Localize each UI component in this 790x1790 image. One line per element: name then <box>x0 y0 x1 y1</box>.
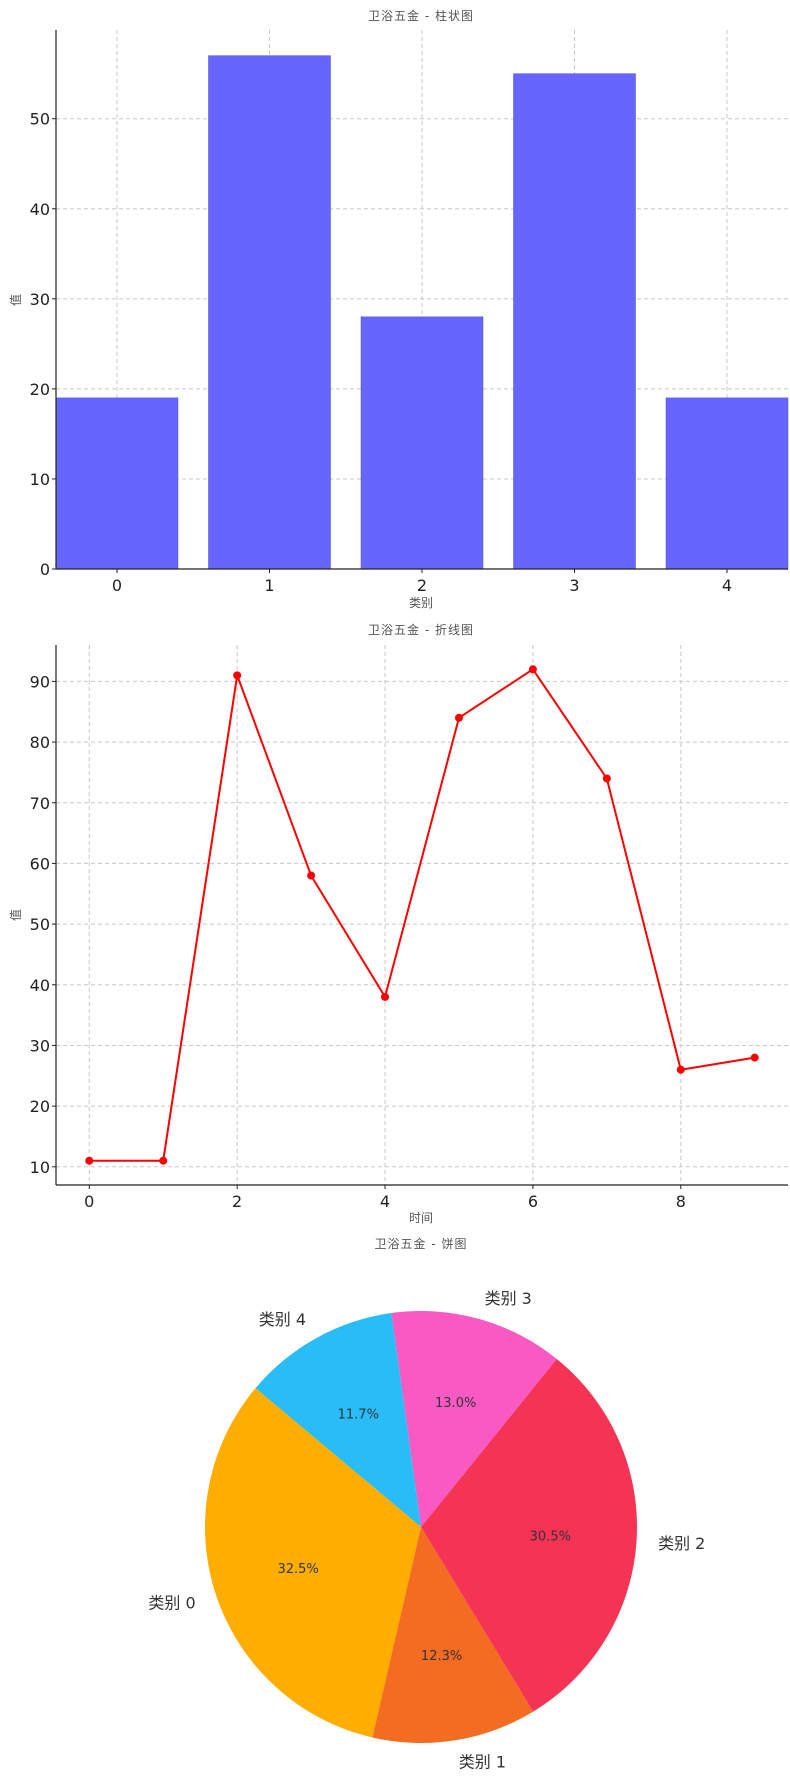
pie-chart-slices <box>205 1311 637 1743</box>
line-ytick-label: 90 <box>30 672 50 691</box>
line-chart-axes <box>55 645 788 1186</box>
line-ytick-label: 30 <box>30 1036 50 1055</box>
bar <box>360 316 484 570</box>
pie-category-label: 类别 2 <box>658 1534 705 1553</box>
bar-xtick-label: 1 <box>264 576 274 595</box>
pie-chart-labels: 32.5% 类别 0 12.3% 类别 1 30.5% 类别 2 13.0% 类别 3 11.7… <box>148 1289 705 1772</box>
line-point <box>159 1156 168 1165</box>
line-chart-ticks: 10 20 30 40 50 60 70 80 90 0 2 4 6 8 <box>30 672 686 1211</box>
bar-chart-ticks: 0 10 20 30 40 50 0 1 2 3 4 <box>30 110 732 595</box>
bar <box>665 397 789 570</box>
pie-slice <box>205 1388 421 1738</box>
pie-category-label: 类别 0 <box>148 1593 195 1612</box>
bar-xtick-label: 2 <box>417 576 427 595</box>
bar-ytick-label: 30 <box>30 290 50 309</box>
line-ytick-label: 10 <box>30 1158 50 1177</box>
line-chart-title: 卫浴五金 - 折线图 <box>368 622 474 637</box>
line-ytick-label: 20 <box>30 1097 50 1116</box>
line-ytick-label: 60 <box>30 854 50 873</box>
pie-slice <box>421 1358 637 1712</box>
pie-percent-label: 13.0% <box>435 1396 476 1411</box>
bar-chart: 卫浴五金 - 柱状图 0 10 20 30 40 50 0 1 2 3 4 类别 值 <box>8 8 789 610</box>
pie-chart: 卫浴五金 - 饼图 32.5% 类别 0 12.3% 类别 1 30.5% 类别 2 13.… <box>148 1236 705 1772</box>
line-ytick-label: 80 <box>30 733 50 752</box>
bar-ytick-label: 20 <box>30 380 50 399</box>
bar <box>513 73 636 570</box>
bar-chart-title: 卫浴五金 - 柱状图 <box>368 8 474 23</box>
line-xtick-label: 2 <box>232 1192 242 1211</box>
bar-chart-ylabel: 值 <box>8 294 23 306</box>
line-series-path <box>89 667 755 1162</box>
line-chart: 卫浴五金 - 折线图 10 20 30 40 50 60 70 80 90 0 2 4 6 8 时间 值 <box>8 622 788 1225</box>
line-point <box>307 871 316 880</box>
pie-percent-label: 12.3% <box>421 1649 462 1664</box>
line-ytick-label: 50 <box>30 915 50 934</box>
pie-category-label: 类别 1 <box>459 1753 506 1772</box>
pie-chart-title: 卫浴五金 - 饼图 <box>375 1236 468 1251</box>
line-xtick-label: 0 <box>84 1192 94 1211</box>
line-ytick-label: 40 <box>30 976 50 995</box>
pie-percent-label: 11.7% <box>338 1408 379 1423</box>
pie-category-label: 类别 3 <box>485 1289 532 1308</box>
bar-xtick-label: 4 <box>722 576 732 595</box>
line-ytick-label: 70 <box>30 794 50 813</box>
line-point <box>233 671 242 680</box>
pie-category-label: 类别 4 <box>259 1310 306 1329</box>
pie-slice <box>391 1311 557 1527</box>
line-xtick-label: 8 <box>676 1192 686 1211</box>
line-point <box>676 1065 685 1074</box>
pie-percent-label: 32.5% <box>277 1562 318 1577</box>
bar-ytick-label: 50 <box>30 110 50 129</box>
bar-xtick-label: 0 <box>112 576 122 595</box>
bar <box>55 397 179 570</box>
bar-ytick-label: 10 <box>30 470 50 489</box>
line-point <box>750 1053 759 1062</box>
bar <box>208 55 331 570</box>
line-xtick-label: 6 <box>528 1192 538 1211</box>
line-chart-grid <box>56 645 788 1185</box>
line-point <box>602 774 611 783</box>
bar-ytick-label: 0 <box>40 560 50 579</box>
line-point <box>381 992 390 1001</box>
line-point <box>85 1156 94 1165</box>
line-point <box>454 713 463 722</box>
line-chart-xlabel: 时间 <box>409 1211 433 1225</box>
bar-xtick-label: 3 <box>569 576 579 595</box>
bar-chart-bars <box>55 55 789 570</box>
line-chart-series <box>85 665 759 1165</box>
line-xtick-label: 4 <box>380 1192 390 1211</box>
bar-chart-xlabel: 类别 <box>409 596 433 610</box>
line-chart-ylabel: 值 <box>8 909 23 921</box>
pie-percent-label: 30.5% <box>530 1530 571 1545</box>
bar-ytick-label: 40 <box>30 200 50 219</box>
pie-slice <box>372 1527 534 1743</box>
pie-slice <box>255 1313 421 1527</box>
line-point <box>528 665 537 674</box>
